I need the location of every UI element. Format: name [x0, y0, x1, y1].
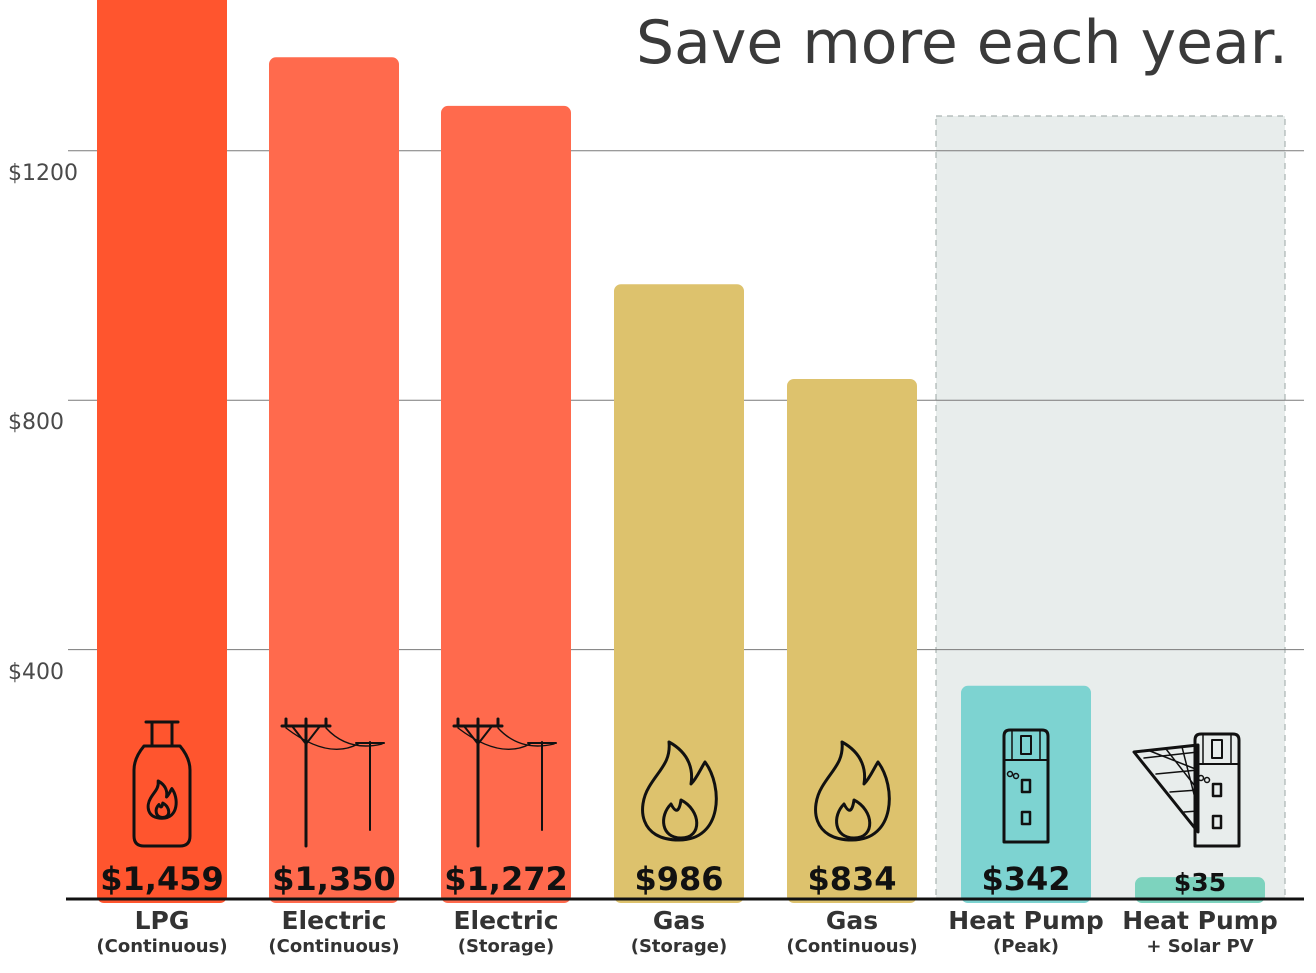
- power-pole-icon: [280, 717, 385, 848]
- power-pole-icon: [452, 717, 557, 848]
- category-main-label: Heat Pump: [1122, 906, 1278, 935]
- value-label: $1,459: [100, 860, 223, 898]
- category-main-label: Gas: [652, 906, 706, 935]
- category-label: Heat Pump + Solar PV: [1110, 906, 1290, 958]
- bar: [1135, 877, 1265, 903]
- flame-icon: [814, 740, 891, 842]
- bar: [614, 284, 744, 903]
- y-tick-label: $800: [8, 410, 64, 436]
- category-main-label: Electric: [453, 906, 559, 935]
- category-sub-label: (Continuous): [268, 936, 400, 957]
- category-sub-label: (Continuous): [786, 936, 918, 957]
- value-label: $1,272: [444, 860, 567, 898]
- category-label: Heat Pump (Peak): [936, 906, 1116, 958]
- category-label: Electric (Storage): [416, 906, 596, 958]
- category-main-label: Electric: [281, 906, 387, 935]
- y-tick-label: $1200: [8, 160, 78, 186]
- category-main-label: Heat Pump: [948, 906, 1104, 935]
- bar: [441, 105, 571, 903]
- category-main-label: Gas: [825, 906, 879, 935]
- y-tick-label: $400: [8, 659, 64, 685]
- category-label: Gas (Storage): [589, 906, 769, 958]
- lpg-bottle-icon: [132, 720, 192, 848]
- chart-title: Save more each year.: [635, 8, 1288, 78]
- category-sub-label: (Continuous): [96, 936, 228, 957]
- bar: [269, 57, 399, 903]
- bar: [787, 379, 917, 904]
- value-label: $1,350: [272, 860, 395, 898]
- bar: [97, 0, 227, 903]
- value-label: $986: [634, 860, 723, 898]
- bar: [961, 685, 1091, 903]
- category-main-label: LPG: [134, 906, 190, 935]
- category-label: Electric (Continuous): [244, 906, 424, 958]
- heat-pump-solar-icon: [1132, 732, 1241, 848]
- value-label: $35: [1174, 868, 1226, 897]
- value-label: $342: [981, 860, 1070, 898]
- category-label: LPG (Continuous): [72, 906, 252, 958]
- category-label: Gas (Continuous): [762, 906, 942, 958]
- category-sub-label: (Storage): [630, 936, 728, 957]
- category-sub-label: (Peak): [993, 936, 1059, 957]
- category-sub-label: (Storage): [457, 936, 555, 957]
- category-sub-label: + Solar PV: [1146, 936, 1254, 957]
- value-label: $834: [807, 860, 896, 898]
- heat-pump-icon: [1002, 728, 1050, 844]
- flame-icon: [641, 740, 718, 842]
